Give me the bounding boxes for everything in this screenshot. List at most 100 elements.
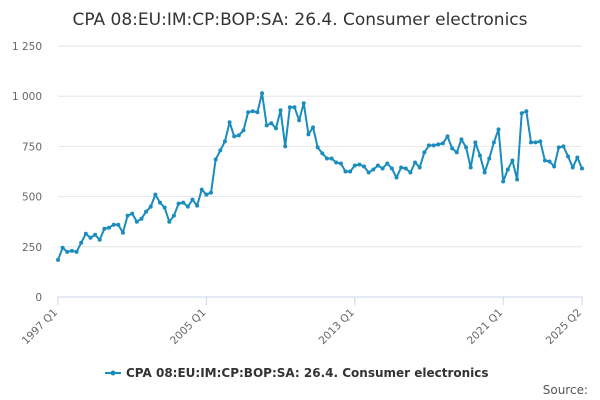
data-point[interactable]: [107, 225, 112, 230]
data-point[interactable]: [468, 165, 473, 170]
data-point[interactable]: [482, 170, 487, 175]
data-point[interactable]: [352, 163, 357, 168]
data-point[interactable]: [218, 148, 223, 153]
data-point[interactable]: [139, 216, 144, 221]
data-point[interactable]: [292, 105, 297, 110]
data-point[interactable]: [408, 170, 413, 175]
data-point[interactable]: [454, 150, 459, 155]
data-point[interactable]: [56, 257, 60, 262]
data-point[interactable]: [570, 165, 575, 170]
data-point[interactable]: [371, 167, 376, 172]
data-point[interactable]: [505, 167, 510, 172]
data-point[interactable]: [366, 170, 371, 175]
data-point[interactable]: [403, 166, 408, 171]
data-point[interactable]: [181, 200, 186, 205]
data-point[interactable]: [162, 205, 167, 210]
data-point[interactable]: [93, 232, 98, 237]
data-point[interactable]: [190, 197, 195, 202]
data-point[interactable]: [153, 192, 158, 197]
data-point[interactable]: [487, 156, 492, 161]
data-point[interactable]: [111, 222, 116, 227]
data-point[interactable]: [538, 139, 543, 144]
data-point[interactable]: [324, 156, 329, 161]
data-point[interactable]: [357, 162, 362, 167]
data-point[interactable]: [269, 121, 274, 126]
data-point[interactable]: [343, 169, 348, 174]
data-point[interactable]: [399, 165, 404, 170]
data-point[interactable]: [362, 164, 367, 169]
data-point[interactable]: [431, 143, 436, 148]
data-point[interactable]: [79, 240, 84, 245]
data-point[interactable]: [510, 158, 515, 163]
data-point[interactable]: [185, 204, 190, 209]
data-point[interactable]: [241, 128, 246, 133]
data-point[interactable]: [264, 123, 269, 128]
data-point[interactable]: [575, 155, 580, 160]
data-point[interactable]: [311, 125, 316, 130]
data-point[interactable]: [556, 145, 561, 150]
data-point[interactable]: [473, 140, 478, 145]
data-point[interactable]: [389, 166, 394, 171]
data-point[interactable]: [97, 237, 102, 242]
data-point[interactable]: [236, 133, 241, 138]
data-point[interactable]: [533, 140, 538, 145]
data-point[interactable]: [491, 140, 496, 145]
data-point[interactable]: [417, 165, 422, 170]
data-point[interactable]: [552, 164, 557, 169]
series-line[interactable]: [57, 92, 583, 261]
data-point[interactable]: [222, 139, 227, 144]
data-point[interactable]: [450, 146, 455, 151]
data-point[interactable]: [385, 161, 390, 166]
data-point[interactable]: [176, 201, 181, 206]
data-point[interactable]: [496, 127, 501, 132]
data-point[interactable]: [116, 222, 121, 227]
data-point[interactable]: [338, 161, 343, 166]
data-point[interactable]: [74, 249, 79, 254]
data-point[interactable]: [320, 151, 325, 156]
data-point[interactable]: [375, 163, 380, 168]
data-point[interactable]: [413, 160, 418, 165]
data-point[interactable]: [204, 192, 209, 197]
data-point[interactable]: [501, 179, 506, 184]
data-point[interactable]: [334, 160, 339, 165]
data-point[interactable]: [436, 142, 441, 147]
data-point[interactable]: [278, 108, 283, 113]
data-point[interactable]: [83, 231, 88, 236]
data-point[interactable]: [519, 111, 524, 116]
data-point[interactable]: [158, 200, 163, 205]
data-point[interactable]: [580, 166, 584, 171]
data-point[interactable]: [566, 154, 571, 159]
data-point[interactable]: [287, 105, 292, 110]
data-point[interactable]: [561, 144, 566, 149]
data-point[interactable]: [130, 211, 135, 216]
data-point[interactable]: [102, 226, 107, 231]
data-point[interactable]: [283, 144, 288, 149]
data-point[interactable]: [329, 156, 334, 161]
data-point[interactable]: [440, 141, 445, 146]
data-point[interactable]: [88, 235, 93, 240]
data-point[interactable]: [134, 219, 139, 224]
data-point[interactable]: [301, 101, 306, 106]
data-point[interactable]: [209, 190, 214, 195]
data-point[interactable]: [120, 230, 125, 235]
data-point[interactable]: [246, 110, 251, 115]
data-point[interactable]: [459, 137, 464, 142]
data-point[interactable]: [547, 159, 552, 164]
data-point[interactable]: [394, 175, 399, 180]
data-point[interactable]: [306, 132, 311, 137]
legend[interactable]: CPA 08:EU:IM:CP:BOP:SA: 26.4. Consumer e…: [105, 366, 489, 380]
data-point[interactable]: [125, 213, 130, 218]
data-point[interactable]: [297, 118, 302, 123]
data-point[interactable]: [199, 187, 204, 192]
data-point[interactable]: [515, 177, 520, 182]
data-point[interactable]: [195, 203, 200, 208]
data-point[interactable]: [255, 110, 260, 115]
data-point[interactable]: [69, 248, 74, 253]
data-point[interactable]: [542, 158, 547, 163]
data-point[interactable]: [260, 91, 265, 96]
data-point[interactable]: [348, 169, 353, 174]
data-point[interactable]: [464, 145, 469, 150]
data-point[interactable]: [524, 109, 529, 114]
data-point[interactable]: [477, 153, 482, 158]
data-point[interactable]: [213, 157, 218, 162]
